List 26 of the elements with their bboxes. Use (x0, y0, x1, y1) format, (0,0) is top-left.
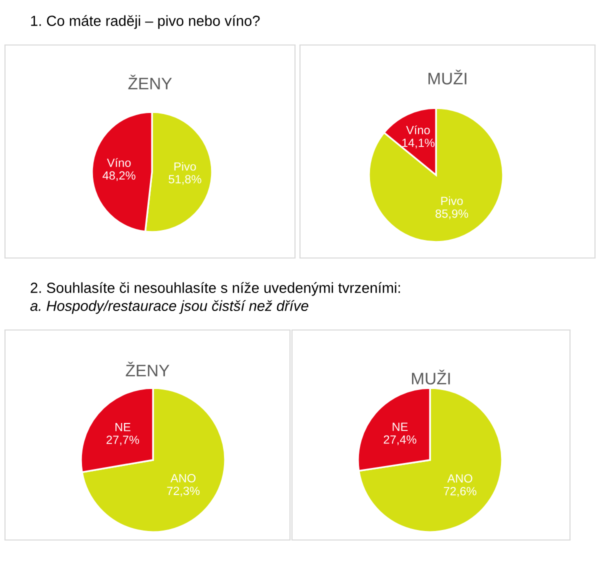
data-label: 14,1% (402, 138, 435, 148)
slice-label: Víno (106, 158, 131, 167)
data-label: 48,2% (102, 171, 136, 182)
slice-label: ANO (170, 474, 196, 482)
text: a. Hospody/restaurace jsou čistší než dříve (30, 300, 308, 314)
slice-label: NE (392, 422, 408, 431)
pie-slice (358, 387, 503, 533)
data-label: 85,9% (436, 209, 468, 220)
text: 2. Souhlasíte či nesouhlasíte s níže uvedenými tvrzeními: (30, 282, 400, 296)
data-label: 27,4% (384, 435, 416, 446)
chart-title: MUŽI (428, 70, 466, 84)
data-label: 27,7% (106, 436, 140, 446)
slice-label: NE (115, 423, 130, 432)
data-label: 72,3% (167, 486, 200, 496)
slice-label: ANO (447, 474, 472, 483)
chart-title: MUŽI (412, 370, 450, 384)
chart-title: ŽENY (128, 74, 172, 90)
slice-label: Pivo (174, 162, 196, 171)
pie-slice (81, 387, 226, 533)
slice-label: Víno (406, 125, 430, 134)
slice-label: Pivo (441, 196, 463, 206)
data-label: 51,8% (168, 175, 202, 185)
data-label: 72,6% (444, 486, 476, 497)
chart-title: ŽENY (126, 362, 170, 376)
text: 1. Co máte raději – pivo nebo víno? (31, 15, 260, 29)
pie-slice (368, 107, 504, 243)
